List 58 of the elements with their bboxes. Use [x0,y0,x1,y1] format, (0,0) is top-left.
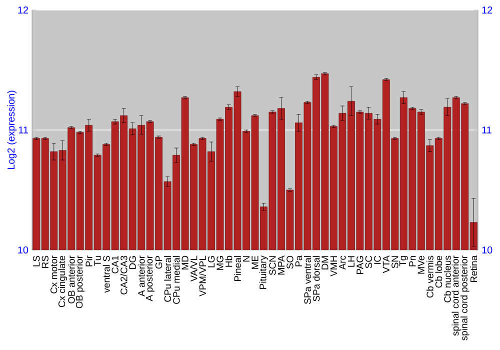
x-tick-label: N [242,256,250,262]
x-tick-label: CA1 [112,256,118,274]
x-tick-label: GP [155,256,162,269]
x-tick-label: CPu lateral [164,256,172,302]
y-tick-label: 10 [18,246,28,254]
x-tick-label: MVe [418,256,424,274]
x-tick-label: SCN [269,256,276,275]
y-tick-label: 11 [18,126,28,134]
x-tick-label: VA/VL [190,256,198,282]
x-tick-label: Cx cingulate [58,256,68,308]
x-tick-label: OB posterior [76,256,85,308]
x-tick-label: Pineal [234,256,241,281]
x-tick-label: Cb nucleus [444,256,451,302]
x-tick-label: Pa [295,255,302,266]
x-tick-label: VTA [382,255,390,274]
x-tick-label: MD [182,256,188,270]
x-tick-label: Cb lobe [435,256,442,288]
y2-tick-label: 11 [482,126,492,134]
x-tick-label: Cx motor [50,256,58,294]
x-tick-label: MPA [278,255,284,274]
x-tick-label: ventral S [102,256,110,293]
x-tick-label: CPu medial [172,256,180,304]
x-tick-label: A posterior [146,256,154,302]
x-tick-label: OB anterior [68,256,75,304]
x-tick-label: RS [42,256,48,268]
x-tick-label: IC [374,256,381,264]
x-tick-label: MG [216,256,224,270]
x-tick-label: SN [392,256,398,268]
x-tick-label: spinal cord posterior [460,256,470,340]
y2-tick-label: 10 [482,246,492,254]
x-tick-label: SC [365,256,372,268]
y2-tick-label: 12 [482,6,492,14]
x-tick-label: LS [33,256,40,266]
x-tick-label: LH [348,256,354,267]
x-tick-label: VMH [330,256,337,276]
x-tick-label: spinal cord anterior [452,256,461,336]
x-tick-label: Pir [85,256,92,266]
x-tick-label: SO [286,256,294,269]
y-axis-title: Log2 (expression) [7,90,17,170]
x-tick-label: Tg [399,256,408,266]
x-tick-label: DM [322,256,328,270]
x-tick-label: Retina [470,255,478,282]
x-tick-label: PAG [356,256,364,274]
x-tick-label: Pituitary [259,255,268,289]
x-tick-label: Cb vermis [426,256,434,298]
x-tick-label: Arc [339,256,346,270]
x-tick-label: Tu [94,256,101,266]
x-tick-label: VPM/VPL [199,256,206,296]
x-tick-label: CA2/CA3 [120,256,128,294]
x-tick-label: Hb [225,256,232,267]
x-tick-label: SPa ventral [304,256,311,304]
x-tick-label: ME [252,256,258,269]
x-tick-label: DG [129,256,136,269]
x-tick-label: Pn [409,256,416,266]
x-tick-label: A anterior [138,256,145,296]
x-tick-label: SPa dorsal [312,256,320,302]
y-tick-label: 12 [18,6,28,14]
x-tick-label: LG [208,256,215,268]
